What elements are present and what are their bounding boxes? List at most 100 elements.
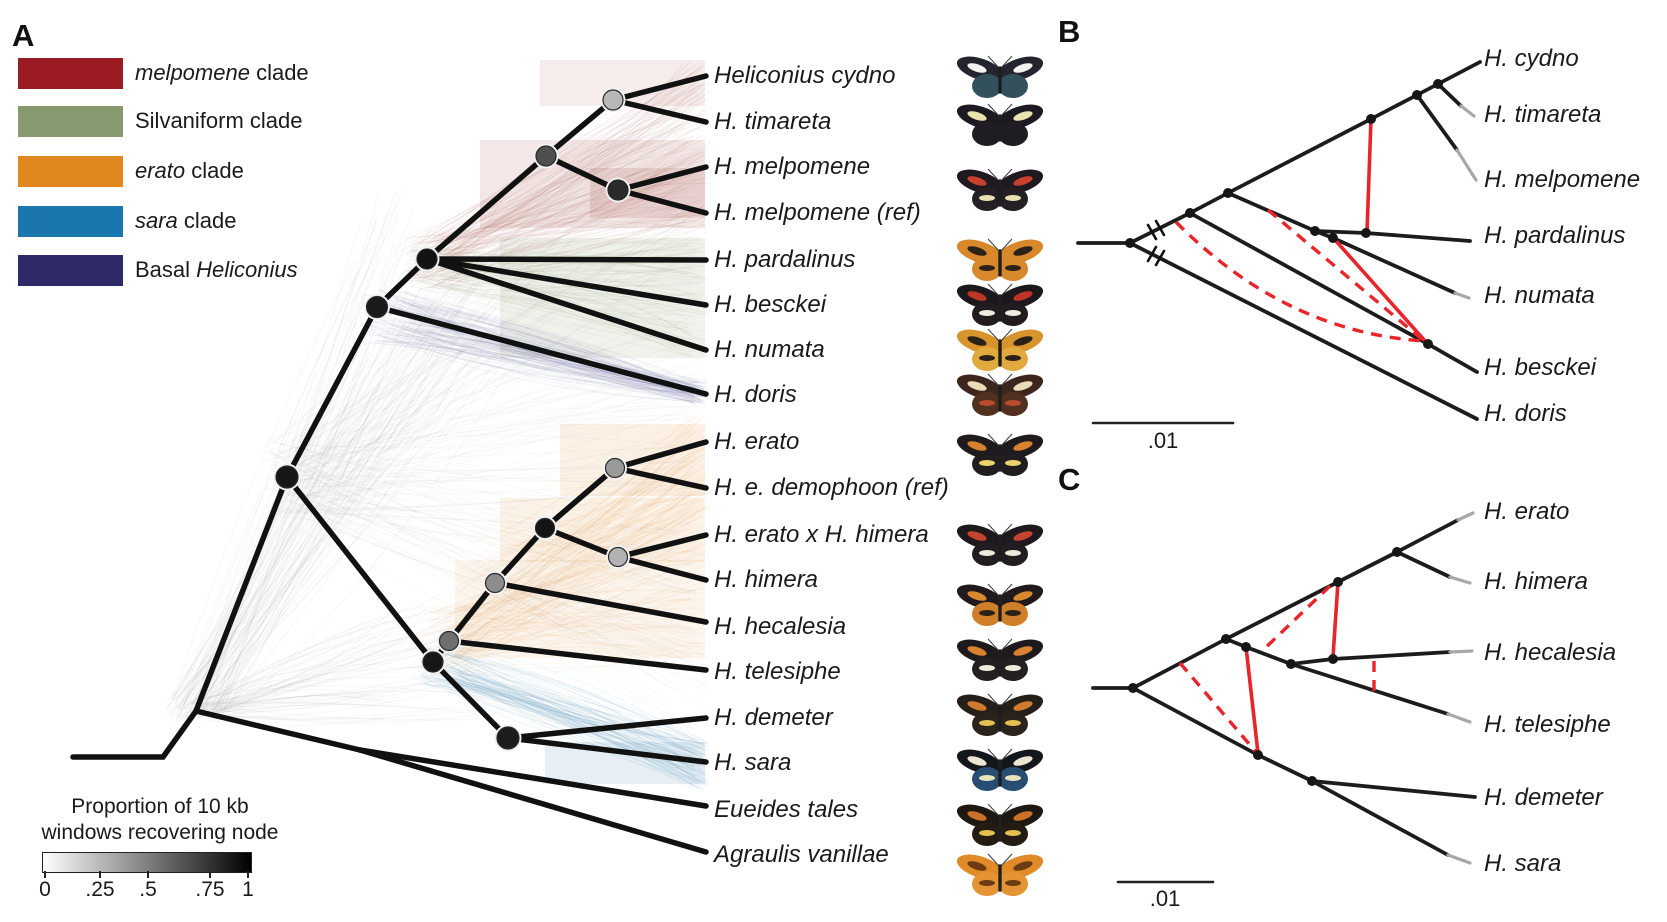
legend-label: Basal Heliconius	[135, 257, 298, 282]
node-heliconius-mrca	[273, 463, 301, 491]
butterfly-h-hecalesia	[956, 583, 1044, 626]
colorbar-tick-mark	[44, 871, 46, 878]
species-label: H. besckei	[1484, 354, 1597, 381]
species-label: H. himera	[1484, 568, 1589, 595]
species-label: H. hecalesia	[714, 613, 847, 640]
species-label: H. doris	[1484, 400, 1567, 427]
node-erato-sara-mrca	[420, 649, 446, 675]
legend-item-basal-heliconius: Basal Heliconius	[18, 254, 298, 286]
butterfly-h-sara	[956, 748, 1044, 791]
species-label: H. numata	[714, 336, 825, 363]
colorbar-tick-mark	[209, 871, 211, 878]
gene-tree-cloud	[165, 60, 711, 791]
species-label: Eueides tales	[714, 796, 859, 823]
species-label: H. doris	[714, 381, 797, 408]
legend-item-sara-clade: sara clade	[18, 205, 237, 237]
panel-b-tree	[1076, 60, 1482, 425]
tree-node	[1253, 750, 1263, 760]
tree-node	[1361, 228, 1371, 238]
species-label: H. besckei	[714, 291, 827, 318]
legend-label: Silvaniform clade	[135, 108, 303, 133]
tree-node	[1423, 339, 1433, 349]
species-label: H. erato x H. himera	[714, 521, 929, 548]
tree-node	[1286, 659, 1296, 669]
panel-c-tree	[1091, 511, 1477, 884]
node-erato-telesiphe	[437, 629, 461, 653]
tree-node	[1366, 114, 1376, 124]
tree-node	[1310, 226, 1320, 236]
butterfly-h-telesiphe	[956, 638, 1044, 681]
tree-node	[1185, 208, 1195, 218]
species-label: H. melpomene	[1484, 166, 1641, 193]
butterfly-eueides-tales	[956, 803, 1044, 846]
legend-swatch-melpomene-clade	[18, 57, 123, 89]
tree-node	[1433, 79, 1443, 89]
butterfly-h-doris	[956, 373, 1044, 416]
species-label: H. pardalinus	[1484, 222, 1626, 249]
node-demeter-sara	[494, 724, 522, 752]
species-label: H. numata	[1484, 282, 1595, 309]
colorbar-tick-label: .25	[85, 878, 115, 901]
node-erato-hecalesia	[483, 571, 507, 595]
colorbar-title-line1: Proportion of 10 kb	[71, 795, 249, 818]
species-label: H. timareta	[1484, 101, 1602, 128]
species-label: H. telesiphe	[1484, 711, 1611, 738]
species-label: Agraulis vanillae	[714, 841, 889, 868]
tree-node	[1241, 642, 1251, 652]
colorbar-tick-label: .5	[139, 878, 157, 901]
legend-item-melpomene-clade: melpomene clade	[18, 57, 309, 89]
colorbar-tick-mark	[247, 871, 249, 878]
colorbar-tick-mark	[99, 871, 101, 878]
panel-b-scale-label: .01	[1147, 428, 1179, 453]
species-label: H. pardalinus	[714, 246, 856, 273]
species-label: H. melpomene (ref)	[714, 199, 921, 226]
legend-swatch-sara-clade	[18, 205, 123, 237]
butterfly-h-melpomene	[956, 168, 1044, 211]
tree-node	[1328, 654, 1338, 664]
node-cydno-timareta	[600, 87, 626, 113]
legend-label: melpomene clade	[135, 60, 309, 85]
butterfly-h-cydno	[956, 55, 1044, 98]
tree-node	[1223, 188, 1233, 198]
legend-swatch-silvaniform-clade	[18, 105, 123, 137]
species-label: H. erato	[1484, 498, 1570, 525]
tree-node	[1392, 547, 1402, 557]
tree-node	[1221, 634, 1231, 644]
butterfly-h-pardalinus	[956, 238, 1044, 281]
colorbar-tick-mark	[147, 871, 149, 878]
tree-node	[1412, 90, 1422, 100]
butterfly-h-demeter	[956, 693, 1044, 736]
species-label: H. erato	[714, 428, 800, 455]
colorbar-tick-label: .75	[195, 878, 225, 901]
tree-node	[1128, 683, 1138, 693]
node-melpomene-silvaniform	[414, 246, 440, 272]
node-erato-demophoon	[603, 456, 627, 480]
species-label: H. sara	[1484, 850, 1562, 877]
colorbar-tick-label: 0	[39, 878, 51, 901]
panel-a-species-tree	[70, 73, 709, 855]
butterfly-h-timareta	[956, 103, 1044, 146]
butterfly-h-numata	[956, 328, 1044, 371]
species-label: H. demeter	[714, 704, 833, 731]
node-melp-silv-doris	[364, 294, 390, 320]
node-melpomene-clade	[533, 143, 559, 169]
butterfly-h-himera	[956, 523, 1044, 566]
panel-a-letter: A	[12, 18, 35, 53]
legend-item-silvaniform-clade: Silvaniform clade	[18, 105, 303, 137]
species-label: H. e. demophoon (ref)	[714, 474, 949, 501]
species-label: H. hecalesia	[1484, 639, 1617, 666]
legend-label: erato clade	[135, 158, 244, 183]
legend-swatch-basal-heliconius	[18, 254, 123, 286]
tree-node	[1328, 233, 1338, 243]
species-label: Heliconius cydno	[714, 62, 896, 89]
panel-a-tree-nodes	[273, 87, 631, 752]
species-label: H. telesiphe	[714, 658, 841, 685]
butterfly-h-e-demophoon	[956, 433, 1044, 476]
tree-node	[1307, 776, 1317, 786]
butterfly-thumbnails	[956, 55, 1044, 896]
panel-b-letter: B	[1058, 14, 1081, 49]
panel-c-letter: C	[1058, 462, 1081, 497]
tree-node	[1333, 577, 1343, 587]
tree-node	[1125, 238, 1135, 248]
